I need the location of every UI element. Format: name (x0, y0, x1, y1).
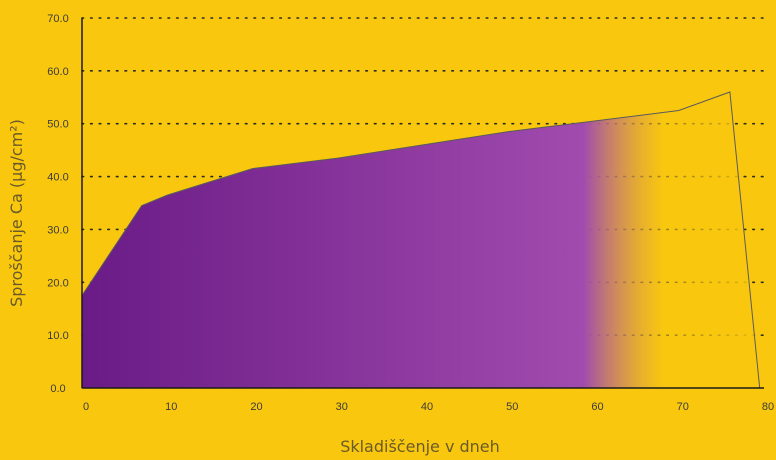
x-tick-labels: 0 10 20 30 40 50 60 70 80 (83, 401, 774, 413)
x-tick-label: 50 (506, 401, 518, 413)
axes (81, 18, 764, 389)
y-tick-label: 50.0 (47, 119, 68, 131)
area-series (81, 91, 761, 389)
y-tick-label: 20.0 (47, 277, 68, 289)
x-tick-label: 10 (165, 401, 177, 413)
x-tick-label: 70 (677, 401, 689, 413)
y-tick-label: 30.0 (47, 224, 68, 236)
x-tick-label: 80 (762, 401, 774, 413)
x-tick-label: 30 (336, 401, 348, 413)
y-tick-label: 0.0 (50, 383, 65, 395)
x-axis-label: Skladiščenje v dneh (340, 437, 500, 456)
x-tick-label: 0 (83, 401, 89, 413)
x-tick-label: 60 (591, 401, 603, 413)
x-tick-label: 40 (421, 401, 433, 413)
y-tick-label: 60.0 (47, 66, 68, 78)
y-tick-label: 70.0 (47, 13, 68, 25)
y-tick-label: 40.0 (47, 172, 68, 184)
y-tick-labels: 0.0 10.0 20.0 30.0 40.0 50.0 60.0 70.0 (47, 13, 68, 395)
x-tick-label: 20 (250, 401, 262, 413)
y-axis-label: Sproščanje Ca (µg/cm²) (7, 119, 26, 307)
y-tick-label: 10.0 (47, 330, 68, 342)
